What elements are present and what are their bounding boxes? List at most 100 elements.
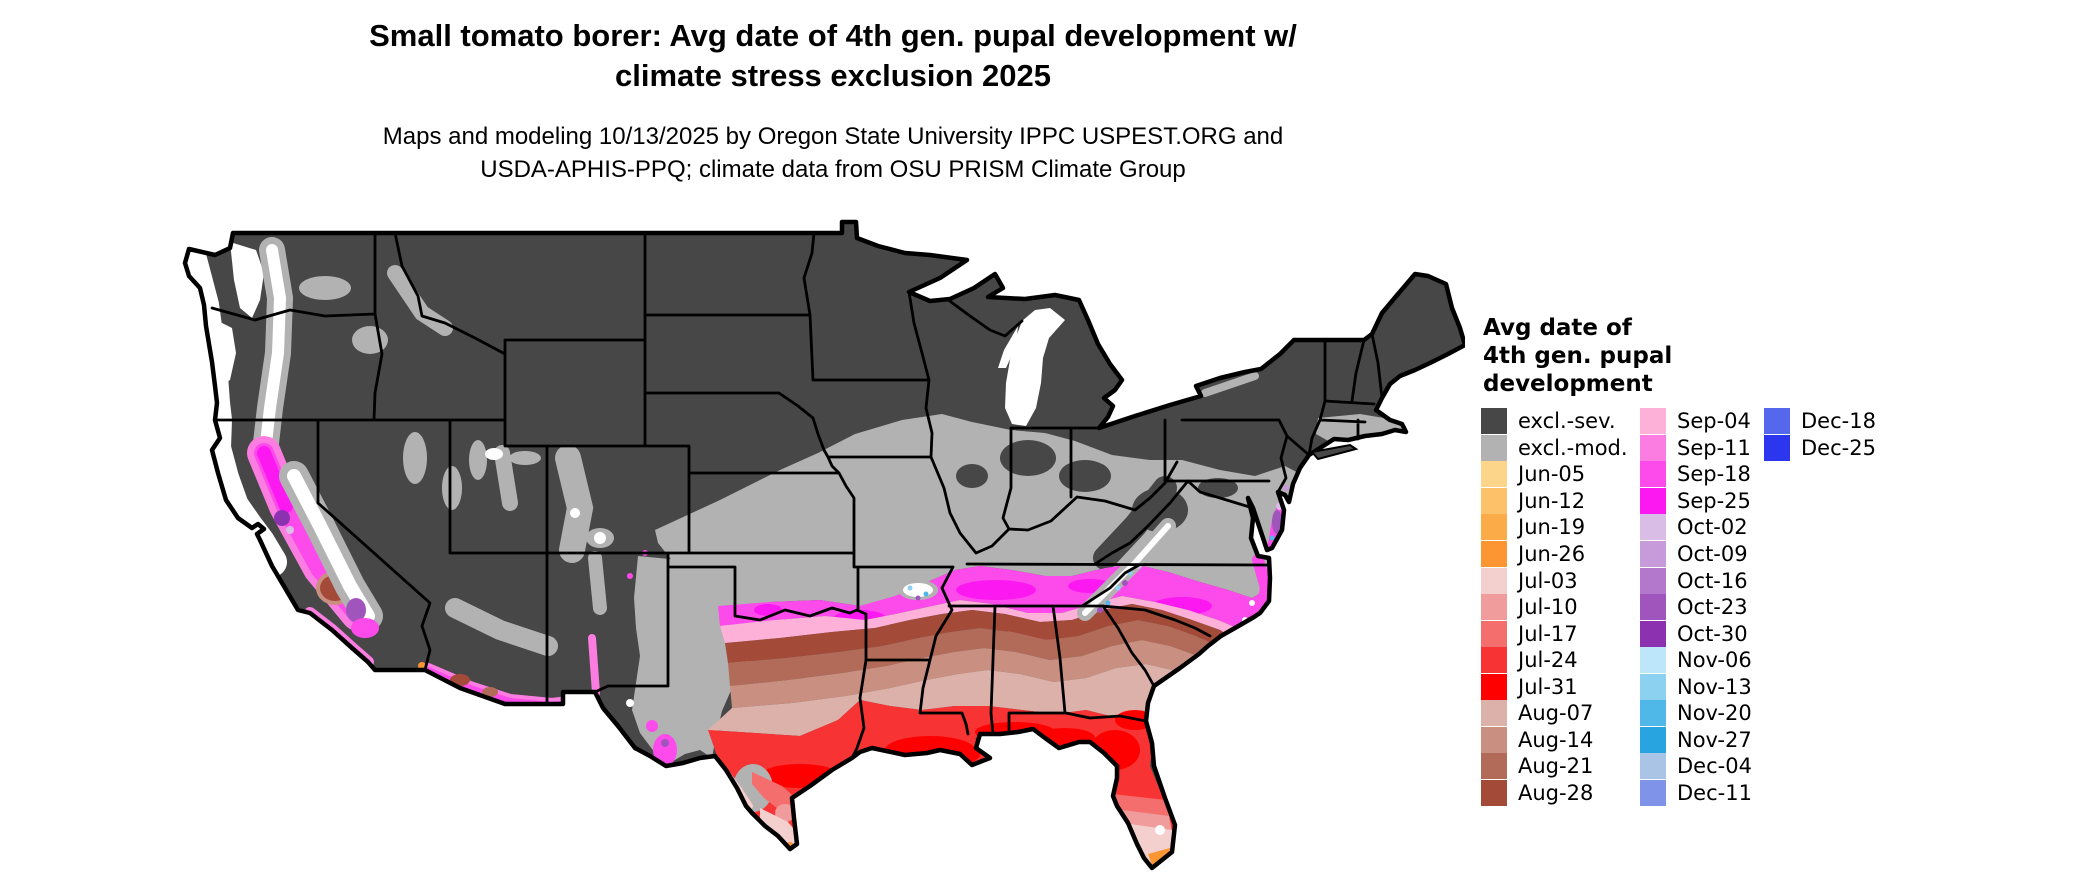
legend-swatch bbox=[1481, 647, 1507, 674]
legend-label: Nov-06 bbox=[1677, 648, 1752, 673]
legend-swatch bbox=[1481, 408, 1507, 435]
legend-row: Oct-30 bbox=[1640, 620, 1752, 647]
legend-label: Oct-30 bbox=[1677, 621, 1748, 646]
region-ozark-white bbox=[903, 583, 933, 597]
us-outline bbox=[182, 219, 1468, 871]
region-ca-delta-oct30 bbox=[274, 510, 290, 526]
legend-swatch bbox=[1640, 726, 1666, 753]
legend-swatch bbox=[1640, 620, 1666, 647]
legend-row: Oct-23 bbox=[1640, 594, 1752, 621]
subtitle-line-1: Maps and modeling 10/13/2025 by Oregon S… bbox=[382, 123, 1284, 150]
region-davis-mtns-magenta bbox=[646, 720, 658, 732]
legend-label: Aug-14 bbox=[1518, 727, 1594, 752]
legend-swatch bbox=[1481, 487, 1507, 514]
region-nodata-puget bbox=[230, 242, 264, 318]
legend-swatch bbox=[1481, 620, 1507, 647]
legend-label: excl.-mod. bbox=[1518, 435, 1628, 460]
page-subtitle: Maps and modeling 10/13/2025 by Oregon S… bbox=[0, 120, 1666, 186]
legend-swatch bbox=[1640, 434, 1666, 461]
region-white-co-rockies bbox=[570, 508, 580, 518]
legend-swatch bbox=[1640, 594, 1666, 621]
legend-label: Aug-07 bbox=[1518, 701, 1594, 726]
title-line-2: climate stress exclusion 2025 bbox=[615, 58, 1051, 93]
legend-swatch bbox=[1481, 700, 1507, 727]
florida-keys bbox=[1098, 869, 1135, 887]
region-nodata-willamette bbox=[210, 318, 236, 388]
great-salt-lake bbox=[485, 448, 503, 460]
legend-label: Sep-18 bbox=[1677, 462, 1751, 487]
legend-row: Jul-17 bbox=[1481, 620, 1628, 647]
legend-row: Dec-18 bbox=[1764, 408, 1876, 435]
green-bay bbox=[998, 326, 1018, 368]
legend-row: Dec-11 bbox=[1640, 779, 1752, 807]
region-ozark-dots bbox=[907, 585, 929, 601]
legend-swatch bbox=[1481, 567, 1507, 594]
region-sep18-band bbox=[718, 564, 1290, 658]
legend-swatch bbox=[1640, 673, 1666, 700]
legend-swatch bbox=[1640, 541, 1666, 567]
legend-row: Aug-07 bbox=[1481, 700, 1628, 727]
legend-swatch bbox=[1481, 753, 1507, 780]
legend-swatch bbox=[1481, 779, 1507, 806]
legend-column-3: Dec-18 Dec-25 bbox=[1764, 408, 1876, 461]
title-line-1: Small tomato borer: Avg date of 4th gen.… bbox=[369, 18, 1297, 53]
region-jul10-south-texas bbox=[775, 804, 795, 822]
legend-row: Nov-06 bbox=[1640, 647, 1752, 674]
legend-label: Jul-31 bbox=[1518, 674, 1578, 699]
map-legend: Avg date of 4th gen. pupal development e… bbox=[1481, 314, 2081, 806]
region-dark-islands bbox=[956, 440, 1238, 570]
region-jul03-rio-grande-valley bbox=[760, 808, 798, 850]
legend-row: Jul-31 bbox=[1481, 673, 1628, 700]
lake-michigan bbox=[1005, 308, 1065, 426]
region-big-bend-oct bbox=[661, 739, 669, 747]
legend-swatch bbox=[1640, 567, 1666, 594]
legend-label: Oct-02 bbox=[1677, 515, 1748, 540]
legend-row: Oct-16 bbox=[1640, 567, 1752, 594]
subtitle-line-2: USDA-APHIS-PPQ; climate data from OSU PR… bbox=[480, 156, 1186, 183]
legend-swatch bbox=[1481, 434, 1507, 461]
legend-label: Jul-24 bbox=[1518, 648, 1578, 673]
legend-row: Sep-04 bbox=[1640, 408, 1752, 435]
legend-row: Nov-27 bbox=[1640, 726, 1752, 754]
legend-label: Jul-03 bbox=[1518, 568, 1578, 593]
legend-label: Dec-04 bbox=[1677, 754, 1752, 779]
legend-row: Dec-25 bbox=[1764, 434, 1876, 462]
legend-label: Jul-17 bbox=[1518, 621, 1578, 646]
legend-swatch bbox=[1481, 594, 1507, 621]
legend-label: Aug-28 bbox=[1518, 780, 1594, 805]
legend-title: Avg date of 4th gen. pupal development bbox=[1483, 314, 2081, 398]
legend-row: Aug-28 bbox=[1481, 779, 1628, 807]
legend-row: Oct-09 bbox=[1640, 541, 1752, 568]
legend-swatch bbox=[1640, 700, 1666, 727]
legend-title-line-2: 4th gen. pupal bbox=[1483, 343, 1673, 369]
legend-label: Sep-11 bbox=[1677, 435, 1751, 460]
legend-swatch bbox=[1481, 726, 1507, 753]
legend-label: Nov-13 bbox=[1677, 674, 1752, 699]
legend-row: Dec-04 bbox=[1640, 753, 1752, 780]
legend-swatch bbox=[1640, 408, 1666, 435]
long-island bbox=[1310, 443, 1359, 461]
legend-swatch bbox=[1481, 541, 1507, 567]
map-fill-regions bbox=[185, 222, 1465, 887]
legend-row: Jul-03 bbox=[1481, 567, 1628, 594]
legend-row: excl.-mod. bbox=[1481, 434, 1628, 462]
legend-label: Jun-26 bbox=[1518, 542, 1586, 566]
us-choropleth-svg bbox=[182, 219, 1468, 887]
legend-row: Sep-18 bbox=[1640, 461, 1752, 488]
legend-label: Oct-23 bbox=[1677, 595, 1748, 620]
page-title: Small tomato borer: Avg date of 4th gen.… bbox=[0, 16, 1666, 96]
legend-column-2: Sep-04 Sep-11 Sep-18 Sep-25 Oct-02 Oct-09 Oct-… bbox=[1640, 408, 1752, 806]
region-ca-valley-sep25 bbox=[257, 446, 293, 513]
legend-swatch bbox=[1481, 673, 1507, 700]
legend-swatch bbox=[1640, 753, 1666, 780]
legend-label: Sep-04 bbox=[1677, 409, 1751, 434]
legend-row: Jun-12 bbox=[1481, 487, 1628, 515]
legend-row: Aug-21 bbox=[1481, 753, 1628, 780]
legend-label: Oct-16 bbox=[1677, 568, 1748, 593]
region-delmarva-nov bbox=[1269, 535, 1275, 541]
legend-swatch bbox=[1764, 408, 1790, 435]
legend-row: Sep-25 bbox=[1640, 487, 1752, 515]
legend-swatch bbox=[1764, 434, 1790, 461]
region-white-san-juan bbox=[594, 532, 606, 544]
